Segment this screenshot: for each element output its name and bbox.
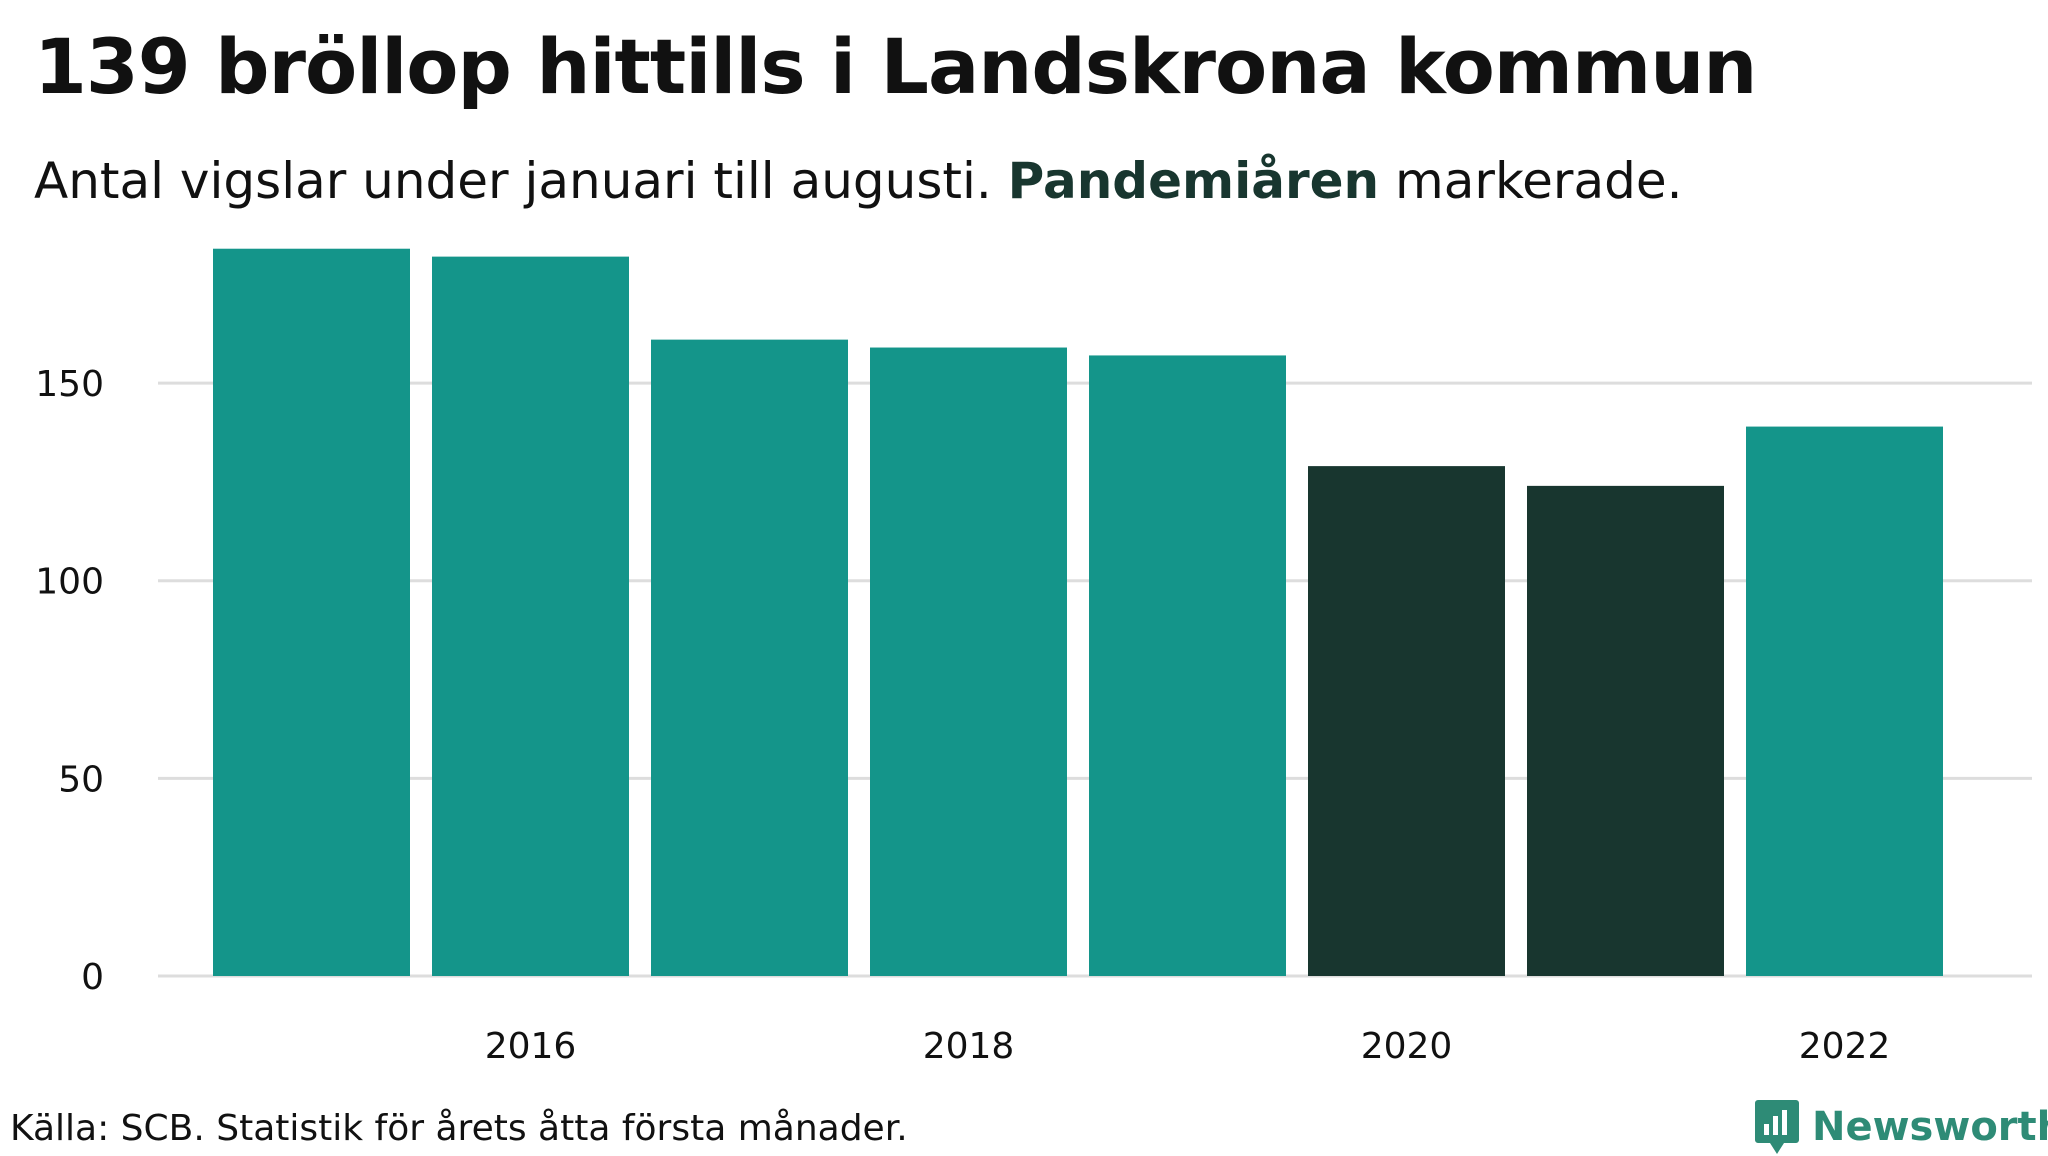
x-tick-label: 2018 bbox=[923, 1026, 1015, 1067]
subtitle-highlight: Pandemiåren bbox=[1007, 152, 1380, 210]
bar-2018 bbox=[870, 347, 1067, 976]
newsworthy-logo-icon bbox=[1755, 1100, 1799, 1154]
y-tick-label: 50 bbox=[58, 759, 104, 800]
subtitle-text: Antal vigslar under januari till augusti… bbox=[34, 152, 1008, 210]
chart-title: 139 bröllop hittills i Landskrona kommun bbox=[34, 22, 1757, 111]
bar-2020 bbox=[1308, 466, 1505, 976]
bar-2021 bbox=[1527, 485, 1724, 976]
brand-name: Newsworthy bbox=[1812, 1104, 2048, 1150]
source-note: Källa: SCB. Statistik för årets åtta för… bbox=[10, 1108, 908, 1149]
brand-logo: Newsworthy bbox=[1754, 1098, 2048, 1156]
bar-2019 bbox=[1089, 355, 1286, 976]
bar-2017 bbox=[651, 339, 848, 976]
y-tick-label: 150 bbox=[35, 364, 104, 405]
subtitle-text-end: markerade. bbox=[1379, 152, 1683, 210]
y-tick-label: 0 bbox=[81, 957, 104, 998]
bar-2015 bbox=[213, 248, 410, 976]
x-tick-label: 2020 bbox=[1361, 1026, 1453, 1067]
x-tick-label: 2016 bbox=[485, 1026, 577, 1067]
y-tick-label: 100 bbox=[35, 562, 104, 603]
x-tick-label: 2022 bbox=[1799, 1026, 1891, 1067]
bar-2022 bbox=[1746, 426, 1943, 976]
chart-subtitle: Antal vigslar under januari till augusti… bbox=[34, 152, 1682, 210]
bar-2016 bbox=[432, 256, 629, 976]
